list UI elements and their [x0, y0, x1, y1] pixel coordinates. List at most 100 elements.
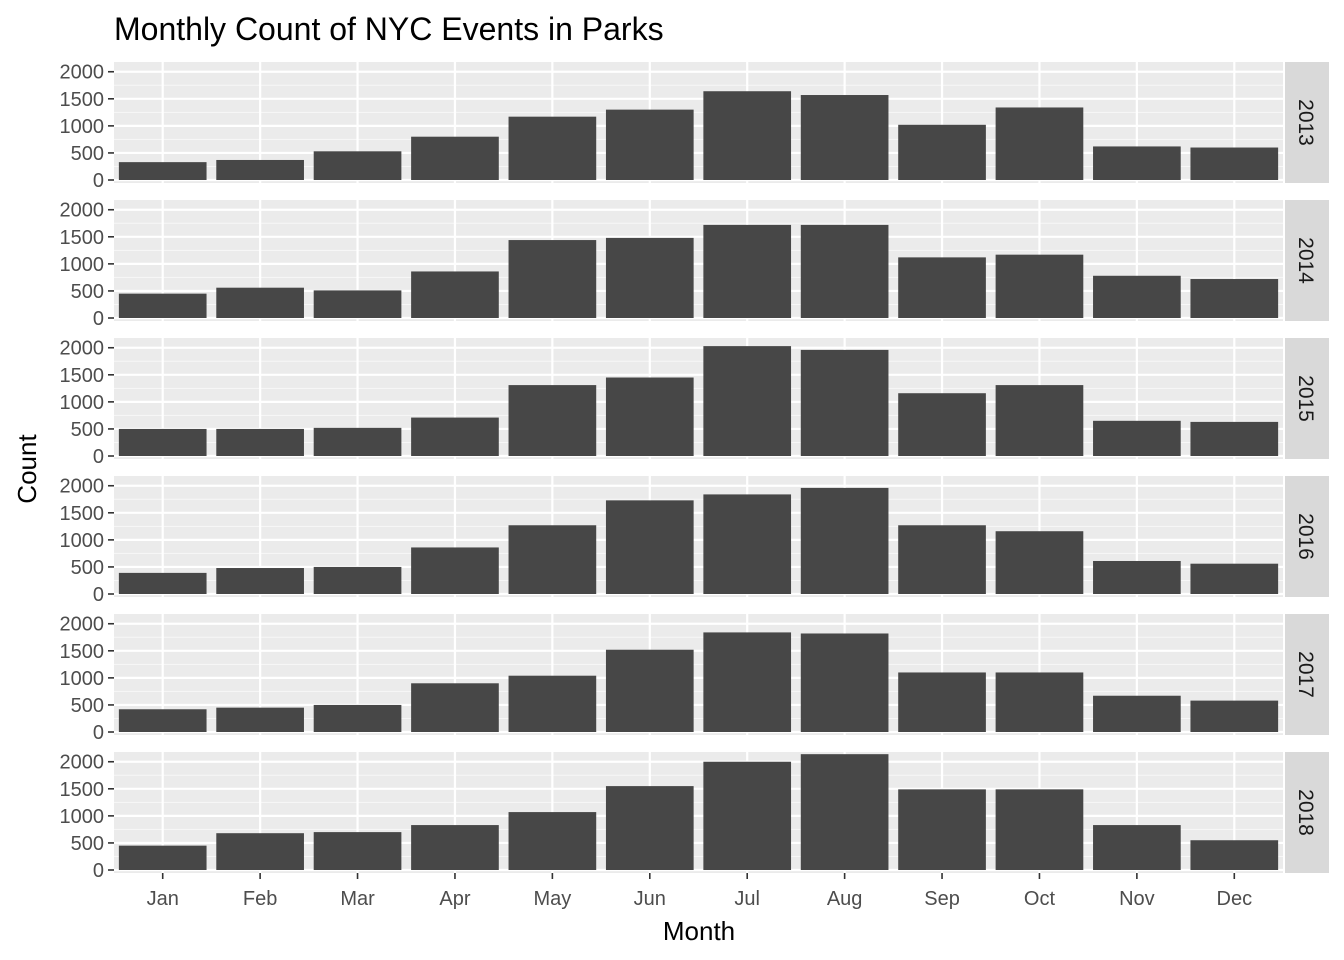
y-tick-label: 1000 — [60, 116, 105, 138]
facet-strip-label: 2013 — [1294, 99, 1317, 146]
bar-2015-Oct — [995, 385, 1084, 456]
bar-2017-Feb — [216, 707, 304, 732]
y-tick-label: 1500 — [60, 503, 105, 525]
bar-2017-Nov — [1093, 695, 1181, 732]
bar-2018-Sep — [898, 789, 986, 870]
facet-strip — [1285, 62, 1329, 183]
bar-2013-Jun — [605, 109, 694, 180]
bar-2014-May — [508, 240, 597, 318]
bar-2015-Aug — [800, 349, 889, 456]
bar-2013-Feb — [216, 159, 304, 180]
bar-2018-Jan — [118, 845, 207, 870]
bar-2013-Oct — [995, 107, 1084, 180]
facet-panel-2014: 0 500 1000 1500 2000 2014 — [60, 200, 1329, 330]
bar-2018-Nov — [1093, 825, 1181, 870]
bar-2017-Aug — [800, 633, 889, 732]
bar-2018-Apr — [411, 825, 499, 870]
bar-2017-May — [508, 675, 597, 732]
x-tick-label-Feb: Feb — [243, 888, 277, 910]
bar-2018-Feb — [216, 833, 304, 870]
bar-2017-Sep — [898, 672, 986, 732]
bar-2014-Oct — [995, 254, 1084, 318]
y-tick-label: 1000 — [60, 254, 105, 276]
y-tick-label: 1500 — [60, 779, 105, 801]
bar-2018-Mar — [313, 832, 402, 870]
panel-background — [114, 614, 1283, 735]
y-tick-label: 2000 — [60, 614, 105, 636]
y-tick-label: 0 — [93, 860, 104, 882]
facet-panel-2015: 0 500 1000 1500 2000 2015 — [60, 338, 1329, 468]
facet-panel-2017: 0 500 1000 1500 2000 2017 — [60, 614, 1329, 744]
y-tick-label: 0 — [93, 446, 104, 468]
y-tick-label: 1500 — [60, 89, 105, 111]
y-axis-title: Count — [12, 434, 42, 504]
x-tick-label-May: May — [533, 888, 571, 910]
bar-2018-May — [508, 812, 597, 870]
facet-strip-label: 2016 — [1294, 513, 1317, 560]
bar-2018-Jul — [703, 761, 792, 870]
facet-panel-2016: 0 500 1000 1500 2000 2016 — [60, 476, 1329, 606]
panel-background — [114, 338, 1283, 459]
bar-2014-Jul — [703, 224, 792, 318]
facet-strip-label: 2014 — [1294, 237, 1317, 284]
bar-2018-Jun — [605, 786, 694, 870]
facet-strip-label: 2017 — [1294, 651, 1317, 698]
bar-2014-Apr — [411, 271, 499, 318]
facet-strip-label: 2015 — [1294, 375, 1317, 422]
y-tick-label: 2000 — [60, 338, 105, 360]
y-tick-label: 1500 — [60, 365, 105, 387]
x-tick-label-Nov: Nov — [1119, 888, 1155, 910]
bar-2016-Nov — [1093, 560, 1181, 594]
bar-2015-May — [508, 385, 597, 456]
bar-2013-Jul — [703, 91, 792, 180]
facet-strip — [1285, 614, 1329, 735]
bar-2014-Aug — [800, 224, 889, 318]
facet-strip — [1285, 338, 1329, 459]
y-tick-label: 1000 — [60, 668, 105, 690]
bar-2015-Jul — [703, 346, 792, 456]
bar-2016-Oct — [995, 531, 1084, 594]
x-tick-label-Jan: Jan — [147, 888, 179, 910]
bar-2015-Dec — [1190, 421, 1279, 456]
bar-2014-Nov — [1093, 275, 1181, 318]
bar-2016-Feb — [216, 568, 304, 594]
panel-background — [114, 62, 1283, 183]
bar-2016-Aug — [800, 487, 889, 594]
x-tick-label-Sep: Sep — [924, 888, 960, 910]
bar-2014-Sep — [898, 257, 986, 318]
chart-title: Monthly Count of NYC Events in Parks — [114, 11, 664, 47]
x-tick-label-Apr: Apr — [439, 888, 470, 910]
bar-2013-Mar — [313, 151, 402, 180]
y-tick-label: 1000 — [60, 806, 105, 828]
y-tick-label: 500 — [71, 557, 104, 579]
bar-2016-Jan — [118, 572, 207, 594]
bar-2013-Dec — [1190, 147, 1279, 180]
bar-2014-Feb — [216, 287, 304, 318]
y-tick-label: 0 — [93, 170, 104, 192]
panel-background — [114, 752, 1283, 873]
facet-strip — [1285, 200, 1329, 321]
facet-strip — [1285, 752, 1329, 873]
bar-2017-Oct — [995, 672, 1084, 732]
bar-2015-Feb — [216, 428, 304, 456]
y-tick-label: 2000 — [60, 200, 105, 222]
facet-panel-2013: 0 500 1000 1500 2000 2013 — [60, 62, 1329, 192]
y-tick-label: 2000 — [60, 476, 105, 498]
bar-2017-Apr — [411, 683, 499, 732]
y-tick-label: 1000 — [60, 392, 105, 414]
facet-strip — [1285, 476, 1329, 597]
bar-2016-Jun — [605, 500, 694, 594]
bar-2013-Aug — [800, 95, 889, 180]
x-axis: Jan Feb Mar Apr May Jun Jul Aug Sep Oct Nov Dec — [147, 873, 1252, 910]
x-tick-label-Oct: Oct — [1024, 888, 1056, 910]
bar-2018-Oct — [995, 789, 1084, 870]
y-tick-label: 500 — [71, 833, 104, 855]
bar-2017-Jul — [703, 632, 792, 732]
bar-2015-Mar — [313, 427, 402, 456]
bar-2016-May — [508, 525, 597, 594]
y-tick-label: 1000 — [60, 530, 105, 552]
y-tick-label: 0 — [93, 308, 104, 330]
bar-2017-Jun — [605, 649, 694, 732]
